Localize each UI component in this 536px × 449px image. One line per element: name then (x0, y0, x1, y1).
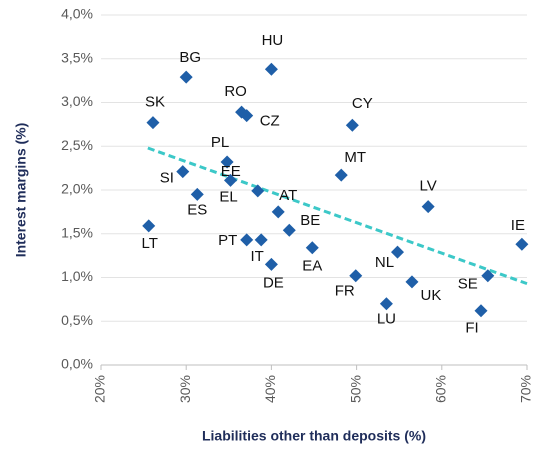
point-label: UK (421, 287, 442, 304)
point-label: AT (279, 187, 297, 204)
point-label: ES (187, 201, 207, 218)
point (179, 70, 193, 84)
point (305, 241, 319, 255)
x-tick-label: 20% (92, 375, 108, 403)
y-tick-label: 4,0% (61, 6, 93, 22)
point-label: SK (145, 94, 165, 111)
point-label: IT (251, 248, 264, 265)
point (264, 62, 278, 76)
point (474, 304, 488, 318)
y-tick-label: 3,0% (61, 93, 93, 109)
point-label: LU (377, 311, 396, 328)
point (264, 257, 278, 271)
x-axis-title: Liabilities other than deposits (%) (202, 428, 426, 444)
point (405, 275, 419, 289)
point (345, 118, 359, 132)
point-label: BG (179, 49, 201, 66)
point-label: EA (302, 258, 322, 275)
point (379, 297, 393, 311)
y-tick-label: 1,5% (61, 224, 93, 240)
x-tick-label: 50% (347, 375, 363, 403)
point (349, 269, 363, 283)
x-tick-label: 70% (518, 375, 534, 403)
point (481, 269, 495, 283)
point-label: FR (335, 283, 355, 300)
point-label: EE (221, 163, 241, 180)
point (240, 109, 254, 123)
y-tick-label: 2,0% (61, 181, 93, 197)
trendline (147, 146, 528, 286)
point-label: IE (511, 217, 525, 234)
point (282, 223, 296, 237)
point-label: CY (352, 95, 373, 112)
point (334, 168, 348, 182)
x-tick-label: 30% (177, 375, 193, 403)
y-tick-label: 1,0% (61, 268, 93, 284)
point (142, 219, 156, 233)
point-label: NL (375, 254, 394, 271)
point (176, 165, 190, 179)
point-label: RO (224, 83, 247, 100)
point-label: PT (218, 232, 237, 249)
point (271, 205, 285, 219)
x-tick-label: 60% (433, 375, 449, 403)
y-tick-label: 3,5% (61, 49, 93, 65)
point-label: BE (300, 212, 320, 229)
point-label: EL (219, 188, 237, 205)
point (190, 187, 204, 201)
y-tick-label: 0,5% (61, 312, 93, 328)
y-axis-title: Interest margins (%) (13, 123, 29, 258)
point (254, 233, 268, 247)
point (240, 233, 254, 247)
point (220, 155, 234, 169)
y-tick-label: 0,0% (61, 356, 93, 372)
point-label: FI (465, 320, 478, 337)
point (224, 173, 238, 187)
point-label: MT (344, 149, 366, 166)
point-label: SE (458, 276, 478, 293)
point-label: SI (160, 170, 174, 187)
point-label: LV (420, 178, 437, 195)
point (421, 200, 435, 214)
y-tick-label: 2,5% (61, 137, 93, 153)
point (515, 237, 529, 251)
point-label: DE (263, 274, 284, 291)
point-label: LT (142, 235, 158, 252)
point-label: CZ (260, 113, 280, 130)
point (251, 184, 265, 198)
point (146, 116, 160, 130)
point-label: PL (211, 134, 229, 151)
x-tick-label: 40% (262, 375, 278, 403)
point (390, 245, 404, 259)
point-label: HU (262, 32, 284, 49)
